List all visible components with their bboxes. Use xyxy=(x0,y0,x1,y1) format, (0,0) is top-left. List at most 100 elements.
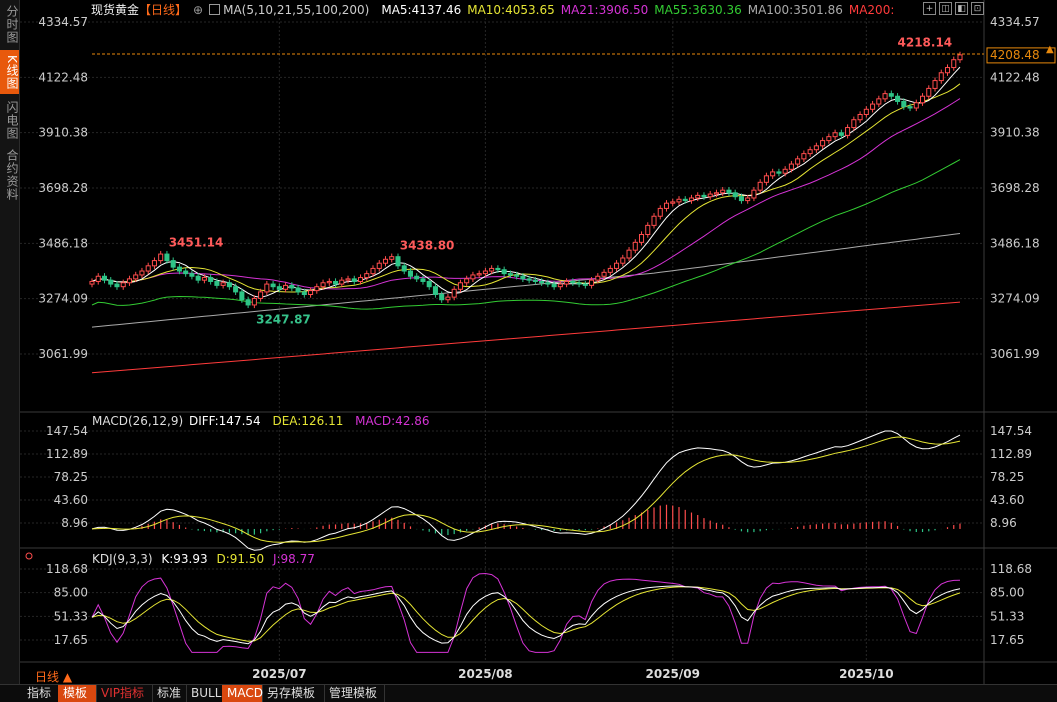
kdj-d-line xyxy=(91,586,961,642)
symbol-name: 现货黄金 xyxy=(91,3,140,17)
candle-body-35 xyxy=(308,290,314,296)
settings-icon[interactable]: ⊕ xyxy=(193,3,204,17)
kdj-label: KDJ(9,3,3) xyxy=(92,552,153,566)
bottom-tab-0[interactable]: 指标 xyxy=(22,685,59,702)
candle-body-34 xyxy=(301,291,307,296)
candle-body-27 xyxy=(258,291,264,299)
ma100-line xyxy=(91,233,961,328)
macd-tick-right-2: 78.25 xyxy=(990,470,1024,484)
candle-body-105 xyxy=(745,197,751,202)
candle-body-135 xyxy=(932,80,938,89)
candle-body-6 xyxy=(126,278,132,284)
ma21-line xyxy=(91,98,961,290)
candle-body-25 xyxy=(245,299,251,306)
candle-body-44 xyxy=(364,273,370,279)
candle-body-51 xyxy=(407,270,414,277)
candle-body-89 xyxy=(645,224,651,236)
candle-body-101 xyxy=(720,189,726,194)
y-tick-right-6: 3061.99 xyxy=(990,347,1040,361)
chart[interactable]: 2025/07 2025/08 2025/09 2025/10 4334.57 4334.… xyxy=(0,0,1057,684)
candle-body-16 xyxy=(189,273,195,277)
candle-body-18 xyxy=(201,277,207,281)
kdj-tick-right-3: 17.65 xyxy=(990,633,1024,647)
candle-body-21 xyxy=(220,282,226,286)
candle-body-8 xyxy=(139,270,145,276)
candle-body-114 xyxy=(801,153,807,160)
bottom-tab-4[interactable]: BULL xyxy=(186,685,223,702)
candle-body-30 xyxy=(276,286,282,290)
bottom-tab-2[interactable]: VIP指标 xyxy=(96,685,153,702)
candle-body-1 xyxy=(95,275,101,282)
kdj-k-line xyxy=(91,585,961,645)
candle-body-130 xyxy=(901,100,907,108)
bottom-tab-5[interactable]: MACD xyxy=(222,685,263,702)
macd-tick-left-0: 147.54 xyxy=(46,424,88,438)
candle-body-17 xyxy=(195,275,201,281)
side-tab-1[interactable]: K线图 xyxy=(0,50,19,94)
ma55-line xyxy=(91,159,961,310)
candle-body-69 xyxy=(520,275,526,280)
candle-body-88 xyxy=(638,234,645,243)
macd-dea: DEA:126.11 xyxy=(272,414,344,428)
side-tab-0[interactable]: 分时图 xyxy=(5,4,19,44)
next-icon[interactable]: ⊡ xyxy=(971,2,984,15)
candle-body-52 xyxy=(414,275,420,280)
candle-body-24 xyxy=(239,291,245,301)
candle-body-118 xyxy=(826,136,832,142)
bottom-tab-1[interactable]: 模板 xyxy=(58,685,97,702)
candle-body-93 xyxy=(670,201,676,204)
kdj-k: K:93.93 xyxy=(161,552,208,566)
y-tick-right-5: 3274.09 xyxy=(990,292,1040,306)
candle-body-80 xyxy=(589,279,595,286)
candle-body-60 xyxy=(464,278,470,284)
side-tab-3[interactable]: 合约资料 xyxy=(5,149,19,201)
candle-body-74 xyxy=(551,283,557,288)
side-tab-2[interactable]: 闪电图 xyxy=(5,100,19,140)
ma5-line xyxy=(91,66,961,298)
candle-body-77 xyxy=(570,280,576,284)
candle-body-137 xyxy=(944,67,951,74)
ma-swatch-icon xyxy=(209,4,221,15)
candle-body-123 xyxy=(857,114,863,121)
side-panel: 分时图 K线图闪电图合约资料 xyxy=(0,0,20,701)
zoom-icon[interactable]: ◫ xyxy=(939,2,952,15)
candle-body-95 xyxy=(682,198,688,202)
macd-tick-right-3: 43.60 xyxy=(990,493,1024,507)
macd-tick-left-4: 8.96 xyxy=(61,516,88,530)
candle-body-57 xyxy=(445,296,451,301)
bottom-bar: 指标 模板 VIP指标 标准 BULL MACD 另存模板 管理模板 xyxy=(0,684,1057,702)
candle-body-7 xyxy=(133,274,139,280)
kdj-legend: KDJ(9,3,3) K:93.93 D:91.50 J:98.77 xyxy=(92,552,320,566)
ma-value-1: MA10:4053.65 xyxy=(467,3,555,17)
candle-body-65 xyxy=(495,267,501,271)
candle-body-46 xyxy=(376,262,382,269)
y-tick-left-2: 3910.38 xyxy=(38,126,88,140)
period-badge[interactable]: 【日线】 xyxy=(139,3,188,17)
candle-body-10 xyxy=(151,260,157,267)
candle-body-43 xyxy=(357,277,364,282)
candle-body-111 xyxy=(782,168,788,174)
candle-body-83 xyxy=(607,267,613,273)
macd-value: MACD:42.86 xyxy=(355,414,430,428)
macd-dea-line xyxy=(91,436,961,543)
prev-icon[interactable]: ◧ xyxy=(955,2,968,15)
y-tick-right-3: 3698.28 xyxy=(990,181,1040,195)
candle-body-29 xyxy=(270,283,276,288)
candle-body-61 xyxy=(470,274,476,280)
candle-body-124 xyxy=(863,108,869,116)
ma-value-3: MA55:3630.36 xyxy=(654,3,742,17)
candle-body-99 xyxy=(707,193,713,198)
candle-body-36 xyxy=(314,286,320,292)
bottom-tab-3[interactable]: 标准 xyxy=(152,685,187,702)
main-legend: 现货黄金【日线】 ⊕ MA(5,10,21,55,100,200) MA5:4137.… xyxy=(91,2,906,18)
add-icon[interactable]: + xyxy=(923,2,936,15)
bottom-tab-6[interactable]: 另存模板 xyxy=(262,685,325,702)
ma-value-0: MA5:4137.46 xyxy=(381,3,462,17)
candle-body-0 xyxy=(89,280,95,285)
bottom-tab-7[interactable]: 管理模板 xyxy=(324,685,385,702)
x-label-3: 2025/10 xyxy=(839,667,893,681)
candle-body-96 xyxy=(688,197,695,202)
y-tick-left-0: 4334.57 xyxy=(38,15,88,29)
period-label[interactable]: 日线 ▲ xyxy=(35,670,73,684)
candle-body-136 xyxy=(938,72,944,82)
